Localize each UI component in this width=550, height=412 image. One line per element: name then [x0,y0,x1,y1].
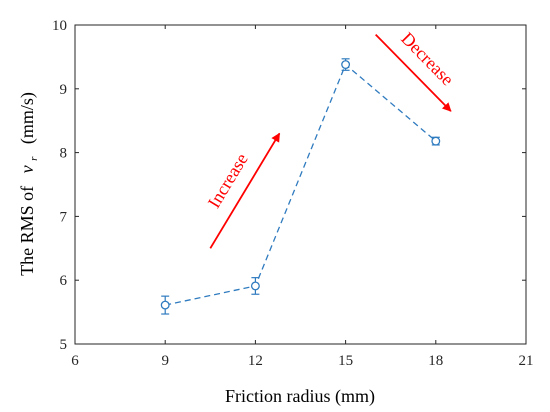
y-tick-label: 8 [60,146,68,162]
annotation-label: Increase [204,150,252,212]
y-axis-title-variable: v [17,165,37,173]
y-axis: 5 6 7 8 9 10 [52,18,526,353]
data-point [250,281,260,291]
y-axis-title-prefix: The RMS of [17,186,37,276]
y-tick-label: 5 [60,337,68,353]
series-layer [160,58,441,315]
series-line [165,63,437,306]
x-tick-label: 15 [338,353,353,369]
annotation-layer: Increase Decrease [204,28,458,249]
y-tick-label: 7 [60,209,68,225]
y-axis-title-subscript: r [28,156,40,161]
plot-area-frame [74,24,527,345]
y-tick-label: 6 [60,273,68,289]
annotation-label: Decrease [397,28,457,89]
x-tick-label: 21 [519,353,534,369]
x-tick-label: 18 [428,353,443,369]
annotation-arrow [375,33,452,112]
y-tick-label: 9 [60,82,68,98]
x-axis-title: Friction radius (mm) [225,386,375,407]
data-point [431,136,441,146]
y-axis-title: The RMS of v r (mm/s) [17,92,41,276]
x-axis: 6 9 12 15 18 21 [71,25,534,369]
y-tick-label: 10 [52,18,67,34]
data-point [341,60,351,70]
data-point [160,300,170,310]
annotation-arrow [209,132,281,249]
x-tick-label: 9 [161,353,169,369]
x-tick-label: 6 [71,353,79,369]
y-axis-title-unit: (mm/s) [17,92,38,144]
x-tick-label: 12 [248,353,263,369]
